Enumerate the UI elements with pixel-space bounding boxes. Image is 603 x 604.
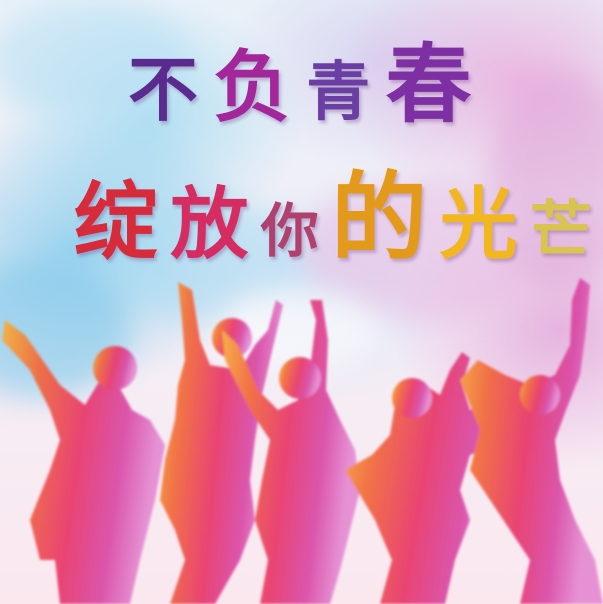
title-line-1: 不 负 青 春 xyxy=(128,14,473,139)
silhouette-person-4 xyxy=(345,352,515,604)
silhouette-person-1 xyxy=(2,320,165,604)
title-char: 放 xyxy=(170,179,251,270)
title-char: 春 xyxy=(385,34,474,135)
title-char: 不 xyxy=(128,48,200,131)
title-char: 负 xyxy=(213,42,294,133)
title-char: 芒 xyxy=(529,193,594,266)
title-char: 青 xyxy=(306,55,373,130)
silhouette-person-2 xyxy=(160,282,283,604)
title-char: 光 xyxy=(439,179,520,270)
silhouette-person-5 xyxy=(460,278,603,604)
title-char: 绽 xyxy=(74,172,161,271)
silhouette-person-3 xyxy=(222,300,360,604)
title-line-2: 绽 放 你 的 光 芒 xyxy=(74,140,594,279)
title-char: 的 xyxy=(331,161,430,274)
title-char: 你 xyxy=(260,197,321,265)
